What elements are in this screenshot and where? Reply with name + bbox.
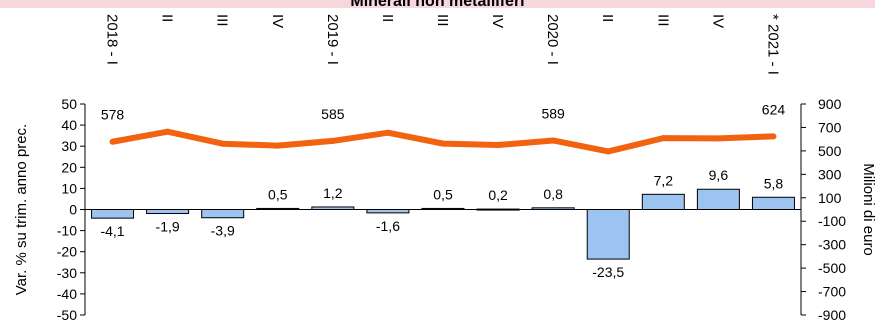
right-tick-label: -900 — [818, 307, 846, 323]
bar — [421, 207, 465, 211]
left-tick-label: -30 — [57, 265, 77, 281]
category-label: 2018 - I — [104, 14, 121, 65]
category-label: 2020 - I — [544, 14, 561, 65]
bar-data-label: 9,6 — [709, 167, 729, 183]
right-tick-label: -100 — [818, 213, 846, 229]
bar — [256, 207, 300, 211]
right-tick-label: -700 — [818, 284, 846, 300]
right-tick-label: 300 — [818, 166, 842, 182]
bar — [531, 207, 575, 210]
bar — [311, 206, 355, 211]
line-data-label: 589 — [541, 105, 565, 121]
bar — [586, 209, 630, 260]
bar-data-label: 0,2 — [488, 187, 508, 203]
bar — [696, 188, 740, 211]
bar — [201, 209, 245, 219]
left-tick-label: -40 — [57, 286, 77, 302]
line-point — [109, 138, 116, 145]
left-tick-label: 20 — [61, 159, 77, 175]
line-point — [274, 142, 281, 149]
category-label: * 2021 - I — [764, 14, 781, 75]
right-tick-label: -300 — [818, 237, 846, 253]
line-point — [770, 133, 777, 140]
line-point — [164, 128, 171, 135]
category-label: IV — [489, 14, 506, 28]
left-tick-label: 30 — [61, 138, 77, 154]
category-label: II — [159, 14, 176, 22]
bar — [751, 196, 795, 210]
line-data-label: 624 — [762, 101, 786, 117]
line-point — [219, 140, 226, 147]
line-point — [329, 137, 336, 144]
left-tick-label: 50 — [61, 96, 77, 112]
category-label: IV — [269, 14, 286, 28]
line-point — [715, 135, 722, 142]
bar — [476, 208, 520, 211]
left-tick-label: 40 — [61, 117, 77, 133]
bar-data-label: -1,6 — [376, 218, 400, 234]
left-tick-label: 10 — [61, 180, 77, 196]
left-tick-label: -50 — [57, 307, 77, 323]
right-tick-label: 900 — [818, 96, 842, 112]
line-point — [440, 140, 446, 147]
line-point — [384, 129, 391, 136]
bar-data-label: 0,5 — [433, 186, 453, 202]
right-tick-label: 100 — [818, 190, 842, 206]
left-axis-title: Var. % su trim. anno prec. — [13, 124, 30, 295]
right-tick-label: 500 — [818, 143, 842, 159]
bar-data-label: -3,9 — [211, 223, 235, 239]
category-label: II — [379, 14, 396, 22]
category-label: 2019 - I — [324, 14, 341, 65]
right-tick-label: 700 — [818, 119, 842, 135]
bar-data-label: -1,9 — [156, 219, 180, 235]
bar-data-label: 0,8 — [543, 186, 563, 202]
category-label: III — [214, 14, 231, 27]
line-data-label: 578 — [101, 107, 125, 123]
bar — [641, 193, 685, 210]
right-axis-title: Milioni di euro — [860, 163, 875, 256]
chart-title: Minerali non metalliferi — [350, 0, 525, 10]
bar-data-label: 7,2 — [654, 172, 674, 188]
bar-data-label: 5,8 — [764, 175, 784, 191]
line-point — [605, 148, 612, 155]
line-point — [495, 142, 502, 149]
plot-area — [0, 8, 875, 323]
line-data-label: 585 — [321, 106, 345, 122]
bar-data-label: 1,2 — [323, 185, 343, 201]
left-tick-label: -10 — [57, 223, 77, 239]
category-label: III — [654, 14, 671, 27]
bar-data-label: -23,5 — [592, 264, 624, 280]
right-tick-label: -500 — [818, 260, 846, 276]
bar — [146, 209, 190, 215]
category-label: III — [434, 14, 451, 27]
category-label: IV — [709, 14, 726, 28]
line-point — [660, 135, 667, 142]
category-label: II — [599, 14, 616, 22]
bar-data-label: -4,1 — [100, 223, 124, 239]
line-point — [550, 137, 557, 144]
bar-data-label: 0,5 — [268, 186, 288, 202]
left-tick-label: -20 — [57, 244, 77, 260]
left-tick-label: 0 — [69, 202, 77, 218]
bar — [366, 209, 410, 214]
bar — [91, 209, 135, 219]
